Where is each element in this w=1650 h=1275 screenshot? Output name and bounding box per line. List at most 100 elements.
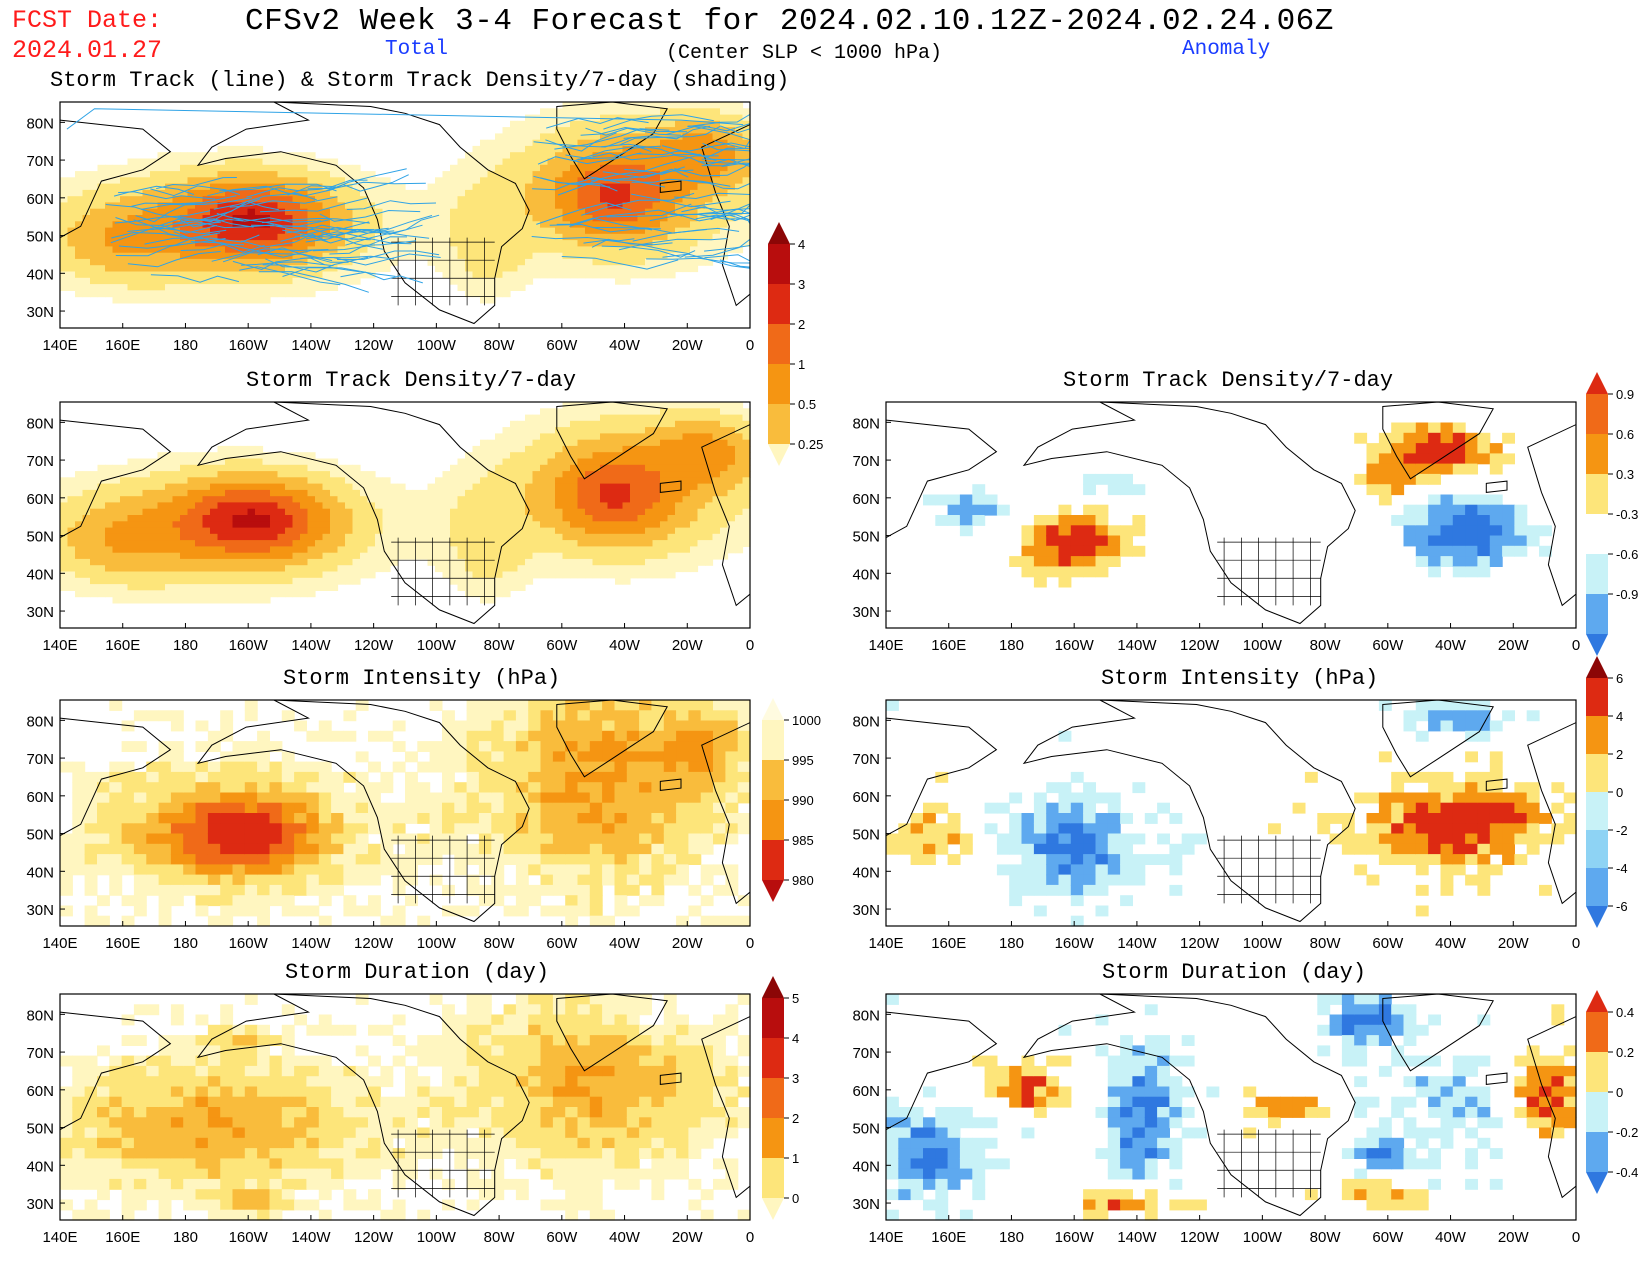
lon-label: 140E xyxy=(868,935,903,952)
lon-label: 40W xyxy=(609,337,641,354)
lon-label: 40W xyxy=(609,1229,641,1246)
lon-label: 140W xyxy=(291,935,331,952)
colorbar-tick-label: 1 xyxy=(792,1151,799,1166)
lon-label: 160W xyxy=(229,637,269,654)
lat-label: 70N xyxy=(26,153,54,170)
lat-label: 30N xyxy=(852,902,880,919)
lon-label: 60W xyxy=(546,337,578,354)
lat-label: 70N xyxy=(26,751,54,768)
lon-label: 160E xyxy=(931,935,966,952)
lon-label: 100W xyxy=(1243,637,1283,654)
panel-title-intensity-anom: Storm Intensity (hPa) xyxy=(1101,666,1379,691)
fcst-date-value: 2024.01.27 xyxy=(12,36,163,65)
center-note: (Center SLP < 1000 hPa) xyxy=(666,42,943,65)
lon-label: 100W xyxy=(417,337,457,354)
colorbar-tick-label: 980 xyxy=(792,873,814,888)
lon-label: 80W xyxy=(1310,935,1342,952)
colorbar-tick-label: 0 xyxy=(1616,1085,1623,1100)
lon-label: 40W xyxy=(609,935,641,952)
lon-label: 60W xyxy=(546,1229,578,1246)
lat-label: 40N xyxy=(26,1158,54,1175)
lon-label: 20W xyxy=(672,935,704,952)
map-panel-storm-track: 80N 70N 60N 50N 40N 30N 140E 160E 180 160W 140W 120… xyxy=(0,98,790,358)
lat-label: 40N xyxy=(852,566,880,583)
lon-label: 180 xyxy=(173,637,198,654)
lat-label: 80N xyxy=(26,713,54,730)
colorbar-tick-label: 2 xyxy=(798,317,805,332)
colorbar-tick-label: -0.4 xyxy=(1616,1165,1638,1180)
lon-label: 80W xyxy=(1310,637,1342,654)
lat-label: 70N xyxy=(852,751,880,768)
colorbar-tick-label: -0.9 xyxy=(1616,587,1638,602)
colorbar-tick-label: -6 xyxy=(1616,899,1628,914)
lon-label: 140W xyxy=(291,1229,331,1246)
lon-label: 20W xyxy=(1498,637,1530,654)
lat-label: 40N xyxy=(852,1158,880,1175)
lon-label: 100W xyxy=(1243,935,1283,952)
lat-label: 30N xyxy=(26,604,54,621)
lon-label: 140W xyxy=(291,337,331,354)
lon-label: 120W xyxy=(1180,1229,1220,1246)
lon-label: 120W xyxy=(1180,935,1220,952)
lon-label: 0 xyxy=(1572,935,1580,952)
colorbar-tick-label: 4 xyxy=(798,237,805,252)
lat-label: 80N xyxy=(852,1007,880,1024)
lat-label: 50N xyxy=(852,1121,880,1138)
lon-label: 140E xyxy=(42,637,77,654)
lon-label: 0 xyxy=(746,1229,754,1246)
colorbar-tick-label: 6 xyxy=(1616,671,1623,686)
lon-label: 140E xyxy=(868,1229,903,1246)
panel-title-density-total: Storm Track Density/7-day xyxy=(246,368,577,393)
colorbar-tick-label: 0.25 xyxy=(798,437,823,452)
lon-label: 100W xyxy=(417,1229,457,1246)
lon-label: 140E xyxy=(42,935,77,952)
lat-label: 60N xyxy=(852,1083,880,1100)
colorbar-tick-label: 995 xyxy=(792,753,814,768)
lat-label: 70N xyxy=(852,453,880,470)
lon-label: 40W xyxy=(1435,637,1467,654)
lat-label: 60N xyxy=(26,191,54,208)
lon-label: 120W xyxy=(354,935,394,952)
lon-label: 160E xyxy=(931,1229,966,1246)
colorbar-tick-label: -0.3 xyxy=(1616,507,1638,522)
lon-label: 80W xyxy=(484,637,516,654)
lon-label: 80W xyxy=(484,337,516,354)
lon-label: 120W xyxy=(354,637,394,654)
lat-label: 70N xyxy=(26,453,54,470)
lon-label: 20W xyxy=(672,637,704,654)
fcst-date-label: FCST Date: xyxy=(12,6,163,35)
colorbar-tick-label: 985 xyxy=(792,833,814,848)
lat-label: 80N xyxy=(26,1007,54,1024)
lon-label: 20W xyxy=(672,337,704,354)
lat-label: 50N xyxy=(852,529,880,546)
lon-label: 60W xyxy=(546,637,578,654)
lon-label: 140W xyxy=(1117,1229,1157,1246)
lat-label: 40N xyxy=(26,864,54,881)
lon-label: 140W xyxy=(291,637,331,654)
lon-label: 160W xyxy=(1055,935,1095,952)
lon-label: 160W xyxy=(1055,637,1095,654)
lat-label: 30N xyxy=(26,1196,54,1213)
map-panel-duration-total: 80N 70N 60N 50N 40N 30N 140E 160E 180 160W 140W 120… xyxy=(0,990,790,1250)
lon-label: 140E xyxy=(868,637,903,654)
colorbar-tick-label: 1 xyxy=(798,357,805,372)
colorbar-tick-label: 1000 xyxy=(792,713,821,728)
lon-label: 140W xyxy=(1117,935,1157,952)
colorbar-tick-label: 0 xyxy=(792,1191,799,1206)
colorbar-tick-label: 0.4 xyxy=(1616,1005,1634,1020)
lon-label: 40W xyxy=(609,637,641,654)
colorbar-tick-label: -4 xyxy=(1616,861,1628,876)
lon-label: 180 xyxy=(173,1229,198,1246)
lon-label: 160E xyxy=(105,337,140,354)
lon-label: 0 xyxy=(746,637,754,654)
lat-label: 60N xyxy=(26,1083,54,1100)
lon-label: 100W xyxy=(417,637,457,654)
lat-label: 30N xyxy=(26,902,54,919)
colorbar-tick-label: 2 xyxy=(1616,747,1623,762)
lon-label: 140E xyxy=(42,337,77,354)
colorbar-tick-label: -0.6 xyxy=(1616,547,1638,562)
colorbar-tick-label: 2 xyxy=(792,1111,799,1126)
lon-label: 180 xyxy=(173,337,198,354)
lon-label: 100W xyxy=(1243,1229,1283,1246)
lon-label: 160E xyxy=(105,637,140,654)
